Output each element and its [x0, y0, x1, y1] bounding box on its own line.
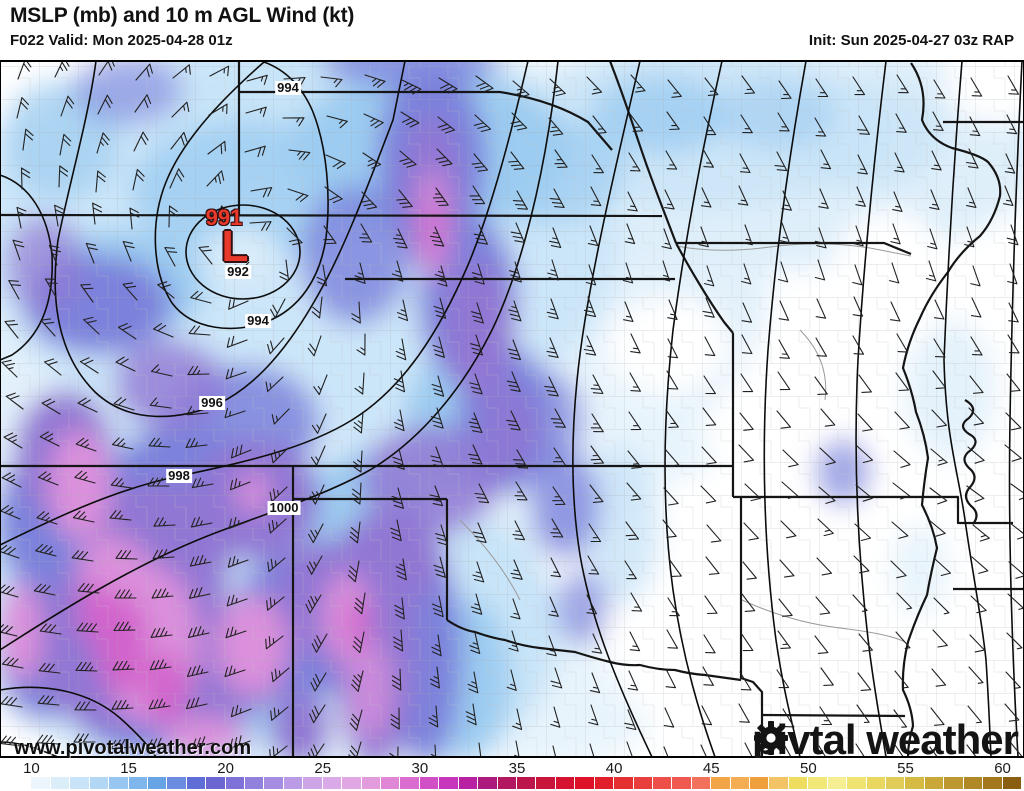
colorbar-cell — [885, 777, 906, 789]
pivotal-weather-logo[interactable]: piv tal weather — [752, 716, 1019, 764]
isobar-contours — [0, 61, 1023, 757]
wind-barbs — [0, 61, 1024, 757]
forecast-valid-label: F022 Valid: Mon 2025-04-28 01z — [10, 32, 233, 49]
isobar-label: 1000 — [267, 500, 301, 515]
colorbar-cell — [225, 777, 246, 789]
colorbar-cell — [516, 777, 537, 789]
colorbar-cell — [419, 777, 440, 789]
colorbar-cell — [905, 777, 925, 789]
legend-tick-label: 25 — [314, 760, 332, 777]
low-pressure-value: 991 — [205, 205, 243, 230]
colorbar-cell — [555, 777, 576, 789]
isobar-label: 992 — [225, 264, 251, 279]
isobar-label: 994 — [245, 313, 271, 328]
colorbar-cell — [128, 777, 148, 789]
rivers — [459, 243, 912, 643]
legend-tick-label: 10 — [23, 760, 40, 777]
colorbar-cell — [924, 777, 945, 789]
legend-colorbar — [12, 777, 1022, 789]
colorbar-cell — [245, 777, 265, 789]
colorbar-cell — [808, 777, 828, 789]
colorbar-cell — [322, 777, 343, 789]
colorbar-cell — [361, 777, 382, 789]
legend-tick-label: 20 — [217, 760, 234, 777]
colorbar-cell — [847, 777, 867, 789]
colorbar-cell — [400, 777, 420, 789]
colorbar-cell — [12, 777, 32, 789]
page-title: MSLP (mb) and 10 m AGL Wind (kt) — [10, 4, 355, 27]
colorbar-cell — [381, 777, 401, 789]
colorbar-cell — [769, 777, 789, 789]
legend-tick-label: 60 — [994, 760, 1011, 777]
model-init-label: Init: Sun 2025-04-27 03z RAP — [808, 32, 1014, 49]
legend-tick-label: 15 — [120, 760, 137, 777]
colorbar-cell — [1002, 777, 1022, 789]
colorbar-cell — [283, 777, 304, 789]
gear-icon — [753, 721, 788, 755]
colorbar-cell — [303, 777, 323, 789]
colorbar-cell — [109, 777, 129, 789]
colorbar-cell — [575, 777, 595, 789]
watermark-link[interactable]: www.pivotalweather.com — [14, 737, 252, 759]
colorbar-cell — [614, 777, 634, 789]
colorbar-cell — [31, 777, 51, 789]
weather-map-graphic — [0, 61, 1024, 757]
colorbar-cell — [730, 777, 751, 789]
map-header: MSLP (mb) and 10 m AGL Wind (kt) F022 Va… — [0, 0, 1024, 60]
colorbar-cell — [439, 777, 459, 789]
colorbar-cell — [594, 777, 615, 789]
colorbar-cell — [711, 777, 731, 789]
colorbar-cell — [691, 777, 712, 789]
colorbar-cell — [983, 777, 1003, 789]
wind-speed-legend: 10 15 20 25 30 35 40 45 50 55 60 — [0, 758, 1024, 791]
colorbar-cell — [497, 777, 517, 789]
colorbar-cell — [186, 777, 207, 789]
isobar-label: 996 — [199, 395, 225, 410]
logo-text-right: tal weather — [809, 716, 1019, 763]
county-lines — [0, 61, 1024, 757]
colorbar-cell — [50, 777, 71, 789]
colorbar-cell — [866, 777, 886, 789]
colorbar-cell — [167, 777, 187, 789]
map-canvas: 994 992 994 996 998 1000 991 L www.pivotalwea… — [0, 60, 1024, 763]
colorbar-cell — [536, 777, 556, 789]
colorbar-cell — [206, 777, 226, 789]
colorbar-cell — [458, 777, 479, 789]
colorbar-cell — [672, 777, 692, 789]
isobar-label: 998 — [166, 468, 192, 483]
colorbar-cell — [827, 777, 848, 789]
colorbar-cell — [147, 777, 168, 789]
colorbar-cell — [70, 777, 90, 789]
colorbar-cell — [89, 777, 110, 789]
legend-tick-label: 35 — [508, 760, 526, 777]
low-pressure-symbol: L — [221, 222, 249, 271]
colorbar-cell — [478, 777, 498, 789]
colorbar-cell — [342, 777, 362, 789]
legend-tick-label: 30 — [411, 760, 429, 777]
colorbar-cell — [944, 777, 964, 789]
colorbar-cell — [633, 777, 653, 789]
colorbar-cell — [750, 777, 770, 789]
colorbar-cell — [652, 777, 673, 789]
legend-tick-label: 45 — [702, 760, 720, 777]
colorbar-cell — [963, 777, 984, 789]
legend-tick-label: 50 — [800, 760, 817, 777]
isobar-label: 994 — [275, 80, 301, 95]
legend-tick-label: 55 — [897, 760, 914, 777]
colorbar-cell — [788, 777, 809, 789]
legend-tick-label: 40 — [605, 760, 623, 777]
colorbar-cell — [264, 777, 284, 789]
